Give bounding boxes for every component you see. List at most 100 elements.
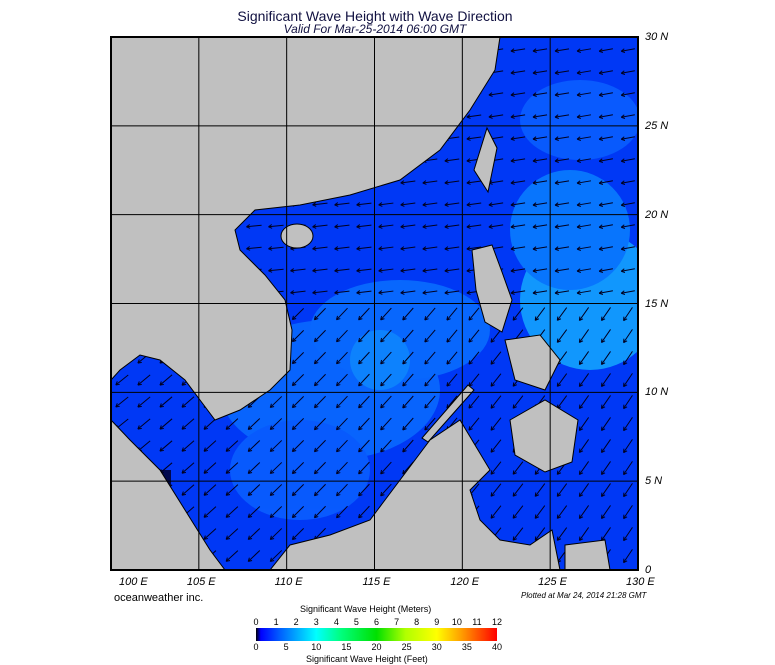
wave-arrow xyxy=(600,307,611,322)
wave-arrow xyxy=(532,158,548,163)
wave-arrow xyxy=(246,224,262,229)
wave-arrow xyxy=(269,528,283,541)
wave-arrow xyxy=(578,395,590,409)
lon-label: 125 E xyxy=(538,576,567,588)
wave-arrow xyxy=(466,180,482,185)
wave-arrow xyxy=(336,351,348,365)
wave-arrow xyxy=(576,268,592,273)
wave-arrow xyxy=(600,329,611,344)
wave-arrow xyxy=(247,462,261,474)
wave-arrow xyxy=(336,329,348,343)
wave-arrow xyxy=(291,395,305,409)
wave-arrow xyxy=(444,202,460,207)
colorbar-meters-tick: 11 xyxy=(472,617,482,627)
wave-arrow xyxy=(534,307,546,321)
wave-arrow xyxy=(203,462,217,474)
wave-arrow xyxy=(247,418,261,430)
wave-arrow xyxy=(620,70,635,75)
wave-arrow xyxy=(623,417,633,432)
wave-arrow xyxy=(422,180,438,185)
wave-arrow xyxy=(532,202,548,207)
wave-arrow xyxy=(313,417,326,431)
taiwan xyxy=(473,126,498,194)
wave-arrow xyxy=(358,329,370,343)
wave-arrow xyxy=(534,505,546,519)
wave-arrow xyxy=(424,373,436,387)
wave-arrow xyxy=(488,224,504,229)
wave-arrow xyxy=(290,268,306,273)
wave-arrow xyxy=(358,373,370,387)
wave-arrow xyxy=(181,484,195,496)
wave-arrow xyxy=(291,417,305,431)
wave-arrow xyxy=(269,506,283,519)
wave-arrow xyxy=(490,395,502,409)
wave-arrow xyxy=(358,307,370,321)
wave-arrow xyxy=(400,268,416,273)
colorbar-meters-tick: 2 xyxy=(293,617,299,627)
hainan xyxy=(280,223,314,249)
wave-arrow xyxy=(269,440,283,453)
colorbar-meters-tick: 12 xyxy=(491,617,503,627)
wave-arrow xyxy=(510,268,526,273)
wave-arrow xyxy=(600,439,611,454)
wave-arrow xyxy=(554,268,570,273)
wave-arrow xyxy=(578,307,590,321)
wave-arrow xyxy=(598,224,613,229)
wave-arrow xyxy=(510,48,526,53)
wave-arrow xyxy=(444,180,460,185)
wave-arrow xyxy=(312,202,328,207)
wave-arrow xyxy=(576,180,592,185)
wave-arrow xyxy=(488,114,504,119)
wave-arrow xyxy=(378,290,394,295)
wave-arrow xyxy=(620,114,635,119)
wave-arrow xyxy=(225,506,239,518)
lon-label: 120 E xyxy=(450,576,480,588)
lat-label: 25 N xyxy=(645,119,669,132)
wave-arrow xyxy=(336,439,348,453)
wave-arrow xyxy=(576,158,592,163)
wave-arrow xyxy=(554,70,570,75)
wave-arrow xyxy=(532,246,548,251)
wave-arrow xyxy=(532,70,548,75)
wave-arrow xyxy=(380,329,392,343)
wave-arrow xyxy=(291,527,305,541)
wave-arrow xyxy=(510,202,526,207)
wave-arrow xyxy=(598,70,613,75)
lon-label: 130 E xyxy=(626,576,655,588)
wave-arrow xyxy=(203,528,217,540)
wave-arrow xyxy=(512,461,524,475)
wave-arrow xyxy=(402,329,414,343)
wave-arrow xyxy=(556,373,568,387)
mindanao xyxy=(509,399,579,473)
wave-arrow xyxy=(490,439,502,453)
wave-arrow xyxy=(576,202,592,207)
wave-arrow xyxy=(225,484,239,496)
colorbar-meters-tick: 1 xyxy=(273,617,279,627)
wave-arrow xyxy=(378,246,394,251)
wave-arrow xyxy=(247,484,261,496)
lat-label: 5 N xyxy=(645,475,663,488)
wave-arrow xyxy=(468,329,480,343)
wave-arrow xyxy=(554,158,570,163)
wave-arrow xyxy=(532,92,548,97)
wave-arrow xyxy=(422,202,438,207)
wave-arrow xyxy=(402,351,414,365)
wave-arrow xyxy=(313,307,326,321)
wave-arrow xyxy=(268,268,284,273)
brand-label: oceanweather inc. xyxy=(114,592,204,604)
wave-arrow xyxy=(203,418,217,430)
wave-arrow xyxy=(490,483,502,497)
wave-arrow xyxy=(598,246,613,251)
wave-arrow xyxy=(356,202,372,207)
wave-arrow xyxy=(424,395,436,409)
wave-arrow xyxy=(334,246,350,251)
wave-arrow xyxy=(598,202,613,207)
wave-arrow xyxy=(576,48,592,53)
wave-arrow xyxy=(159,418,173,430)
wave-arrow xyxy=(291,373,305,387)
wave-arrow xyxy=(490,329,502,343)
wave-arrow xyxy=(576,114,592,119)
wave-arrow xyxy=(600,461,611,476)
wave-arrow xyxy=(512,527,524,541)
